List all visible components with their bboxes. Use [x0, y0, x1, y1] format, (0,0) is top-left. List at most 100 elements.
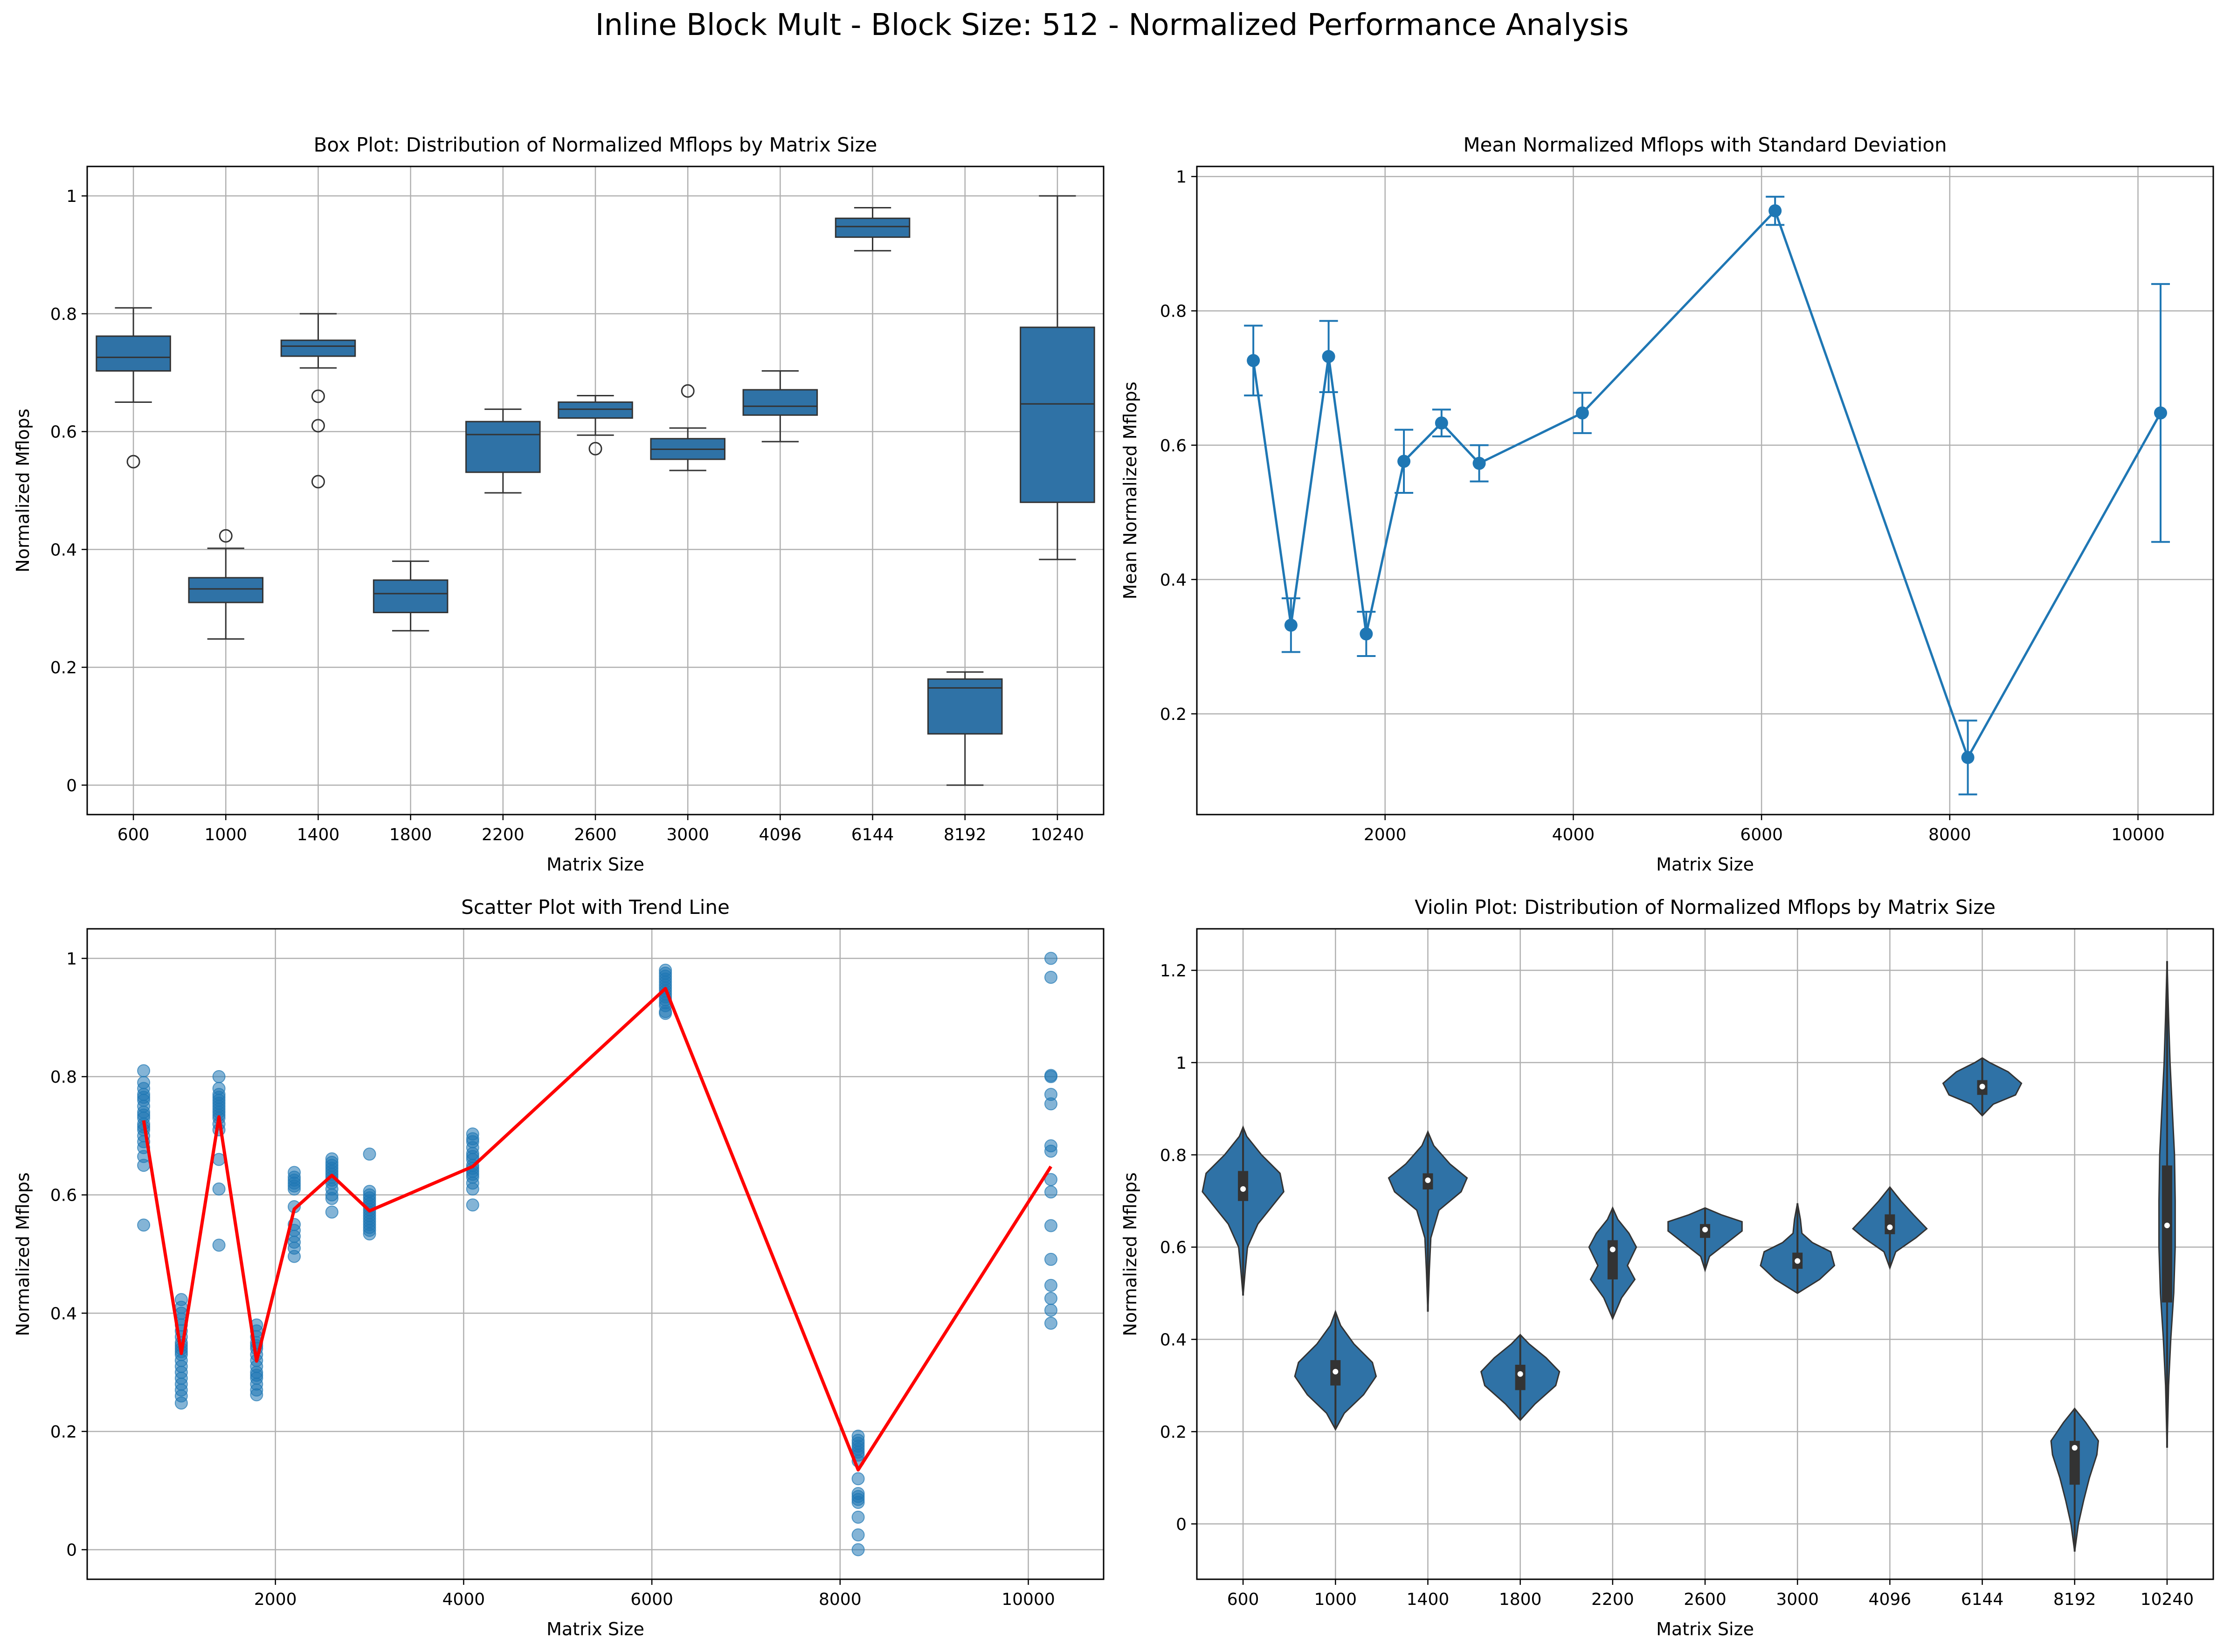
scatter-point — [325, 1192, 338, 1205]
box-plot-title: Box Plot: Distribution of Normalized Mfl… — [314, 133, 877, 156]
x-tick-label: 1400 — [297, 825, 340, 844]
scatter-axes-frame — [86, 928, 1105, 1580]
violin-median — [1887, 1224, 1893, 1230]
scatter-point — [363, 1227, 376, 1241]
x-tick-label: 4000 — [1552, 825, 1595, 844]
scatter-point — [212, 1182, 226, 1196]
mean-point — [1397, 455, 1411, 468]
y-tick-label: 0.2 — [1160, 1423, 1187, 1442]
x-tick-label: 3000 — [1776, 1590, 1819, 1609]
trend-line — [142, 987, 1052, 1472]
x-tick-label: 8192 — [944, 825, 987, 844]
violin-median — [1702, 1227, 1708, 1233]
box-iqr — [558, 401, 633, 419]
y-tick-label: 0.6 — [50, 1186, 77, 1205]
scatter-point — [1044, 1185, 1057, 1199]
x-tick-label: 2000 — [1364, 825, 1407, 844]
box-outlier — [219, 529, 233, 543]
violin-xlabel: Matrix Size — [1656, 1619, 1754, 1639]
x-tick-label: 6000 — [1740, 825, 1783, 844]
scatter-point — [1044, 1097, 1057, 1111]
x-tick-label: 8192 — [2053, 1590, 2096, 1609]
mean-point — [2154, 406, 2167, 420]
x-tick-label: 10000 — [2111, 825, 2165, 844]
scatter-point — [363, 1147, 376, 1161]
mean-point — [1575, 406, 1589, 420]
box-plot-ylabel: Normalized Mflops — [13, 408, 33, 572]
scatter-xlabel: Matrix Size — [546, 1619, 644, 1639]
scatter-point — [1044, 1279, 1057, 1292]
y-tick-label: 1 — [1176, 1054, 1187, 1073]
y-tick-label: 1 — [1176, 168, 1187, 187]
scatter-point — [466, 1198, 479, 1212]
y-tick-label: 0.8 — [50, 1068, 77, 1087]
box-iqr — [835, 217, 911, 238]
scatter-point — [288, 1182, 301, 1196]
scatter-point — [288, 1250, 301, 1263]
x-tick-label: 4096 — [759, 825, 802, 844]
scatter-point — [851, 1543, 865, 1556]
scatter-point — [1044, 1070, 1057, 1084]
scatter-point — [1044, 1219, 1057, 1232]
scatter-point — [1044, 970, 1057, 984]
violin-iqr-box — [2069, 1441, 2080, 1485]
mean-point — [1768, 204, 1782, 218]
box-outlier — [311, 419, 325, 433]
box-plot-panel: 0 0.2 0.4 0.6 0.8 1 600 1000 1400 1800 2200 2600 300… — [13, 133, 1105, 875]
violin-iqr-box — [2162, 1165, 2172, 1303]
x-tick-label: 2200 — [1591, 1590, 1634, 1609]
violin-median — [1425, 1177, 1431, 1183]
mean-point — [1360, 627, 1373, 641]
scatter-point — [1044, 1292, 1057, 1305]
x-tick-label: 10240 — [1031, 825, 1084, 844]
figure-suptitle: Inline Block Mult - Block Size: 512 - No… — [595, 8, 1629, 42]
box-outlier — [126, 455, 140, 469]
y-tick-label: 1 — [66, 187, 77, 206]
violin-median — [1609, 1246, 1616, 1252]
y-tick-label: 0.8 — [1160, 1146, 1187, 1165]
x-tick-label: 1800 — [1499, 1590, 1542, 1609]
box-iqr — [465, 421, 541, 473]
violin-panel: 0 0.2 0.4 0.6 0.8 1 1.2 600 1000 1400 1800 2200 2600… — [1120, 896, 2214, 1639]
y-tick-label: 0.4 — [1160, 1331, 1187, 1350]
y-tick-label: 0.4 — [50, 540, 77, 560]
y-tick-label: 0.4 — [1160, 571, 1187, 590]
scatter-point — [1044, 1316, 1057, 1330]
mean-point — [1247, 354, 1260, 367]
violin-median — [2164, 1223, 2170, 1229]
y-tick-label: 0.6 — [1160, 436, 1187, 456]
violin-iqr-box — [1238, 1171, 1249, 1201]
mean-std-panel: 0.2 0.4 0.6 0.8 1 2000 4000 6000 8000 10000 Mean … — [1120, 133, 2214, 875]
x-tick-label: 10240 — [2141, 1590, 2194, 1609]
violin-iqr-box — [1607, 1240, 1618, 1279]
x-tick-label: 4000 — [442, 1590, 485, 1609]
x-tick-label: 2200 — [482, 825, 525, 844]
scatter-point — [1044, 952, 1057, 965]
scatter-point — [137, 1159, 151, 1172]
scatter-ylabel: Normalized Mflops — [13, 1172, 33, 1336]
box-outlier — [311, 389, 325, 403]
scatter-point — [137, 1064, 151, 1078]
scatter-point — [851, 1496, 865, 1509]
y-tick-label: 0.2 — [50, 658, 77, 677]
y-tick-label: 1.2 — [1160, 961, 1187, 981]
box-outlier — [588, 442, 602, 456]
mean-point — [1961, 751, 1975, 764]
y-tick-label: 0.2 — [50, 1423, 77, 1442]
scatter-point — [212, 1070, 226, 1084]
y-tick-label: 0.2 — [1160, 705, 1187, 724]
x-tick-label: 8000 — [819, 1590, 862, 1609]
box-iqr — [188, 577, 264, 603]
box-plot-xlabel: Matrix Size — [546, 854, 644, 875]
x-tick-label: 600 — [1227, 1590, 1259, 1609]
mean-point — [1322, 350, 1335, 363]
scatter-point — [174, 1396, 188, 1410]
x-tick-label: 4096 — [1869, 1590, 1912, 1609]
violin-title: Violin Plot: Distribution of Normalized … — [1415, 896, 1996, 919]
mean-std-ylabel: Mean Normalized Mflops — [1120, 381, 1140, 599]
box-outlier — [311, 475, 325, 489]
mean-point — [1472, 456, 1486, 470]
violin-iqr-box — [1515, 1364, 1526, 1390]
mean-point — [1435, 416, 1448, 430]
x-tick-label: 1000 — [1314, 1590, 1357, 1609]
